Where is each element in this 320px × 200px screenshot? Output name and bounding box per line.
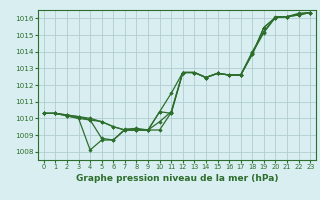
X-axis label: Graphe pression niveau de la mer (hPa): Graphe pression niveau de la mer (hPa) xyxy=(76,174,278,183)
